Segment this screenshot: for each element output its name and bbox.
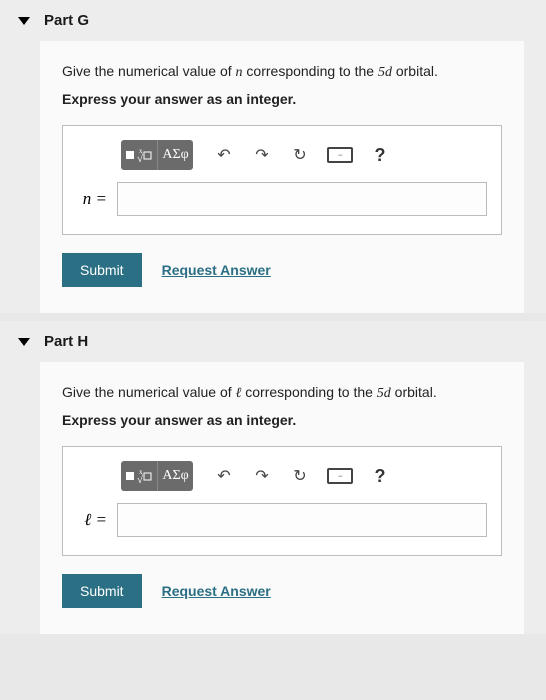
greek-symbols-button[interactable]: ΑΣφ (157, 461, 193, 491)
format-group: x√ ΑΣφ (121, 140, 193, 170)
answer-input[interactable] (117, 182, 487, 216)
svg-text:√: √ (137, 474, 144, 486)
answer-box: x√ ΑΣφ ↶ ↷ ↻ ∙∙∙∙ ? ℓ = (62, 446, 502, 556)
keyboard-icon[interactable]: ∙∙∙∙ (321, 461, 359, 491)
question-prompt: Give the numerical value of n correspond… (62, 63, 502, 81)
part-title: Part G (44, 12, 89, 29)
part-content: Give the numerical value of ℓ correspond… (40, 362, 524, 634)
template-icon[interactable]: x√ (121, 461, 157, 491)
caret-down-icon (18, 17, 30, 25)
reset-icon[interactable]: ↻ (283, 140, 317, 170)
part-content: Give the numerical value of n correspond… (40, 41, 524, 313)
format-group: x√ ΑΣφ (121, 461, 193, 491)
undo-icon[interactable]: ↶ (207, 461, 241, 491)
caret-down-icon (18, 338, 30, 346)
part-title: Part H (44, 333, 88, 350)
undo-icon[interactable]: ↶ (207, 140, 241, 170)
input-row: ℓ = (77, 503, 487, 537)
action-row: Submit Request Answer (62, 574, 502, 608)
formula-toolbar: x√ ΑΣφ ↶ ↷ ↻ ∙∙∙∙ ? (121, 461, 487, 491)
question-prompt: Give the numerical value of ℓ correspond… (62, 384, 502, 402)
svg-text:√: √ (137, 153, 144, 165)
instruction-text: Express your answer as an integer. (62, 91, 502, 107)
action-row: Submit Request Answer (62, 253, 502, 287)
formula-toolbar: x√ ΑΣφ ↶ ↷ ↻ ∙∙∙∙ ? (121, 140, 487, 170)
part-header[interactable]: Part G (0, 0, 546, 41)
help-icon[interactable]: ? (363, 461, 397, 491)
variable-label: n = (77, 189, 107, 209)
submit-button[interactable]: Submit (62, 253, 142, 287)
request-answer-link[interactable]: Request Answer (162, 262, 271, 278)
template-icon[interactable]: x√ (121, 140, 157, 170)
request-answer-link[interactable]: Request Answer (162, 583, 271, 599)
reset-icon[interactable]: ↻ (283, 461, 317, 491)
keyboard-icon[interactable]: ∙∙∙∙ (321, 140, 359, 170)
input-row: n = (77, 182, 487, 216)
redo-icon[interactable]: ↷ (245, 461, 279, 491)
part-h-section: Part H Give the numerical value of ℓ cor… (0, 321, 546, 634)
instruction-text: Express your answer as an integer. (62, 412, 502, 428)
submit-button[interactable]: Submit (62, 574, 142, 608)
help-icon[interactable]: ? (363, 140, 397, 170)
answer-input[interactable] (117, 503, 487, 537)
part-g-section: Part G Give the numerical value of n cor… (0, 0, 546, 313)
answer-box: x√ ΑΣφ ↶ ↷ ↻ ∙∙∙∙ ? n = (62, 125, 502, 235)
greek-symbols-button[interactable]: ΑΣφ (157, 140, 193, 170)
part-header[interactable]: Part H (0, 321, 546, 362)
redo-icon[interactable]: ↷ (245, 140, 279, 170)
variable-label: ℓ = (77, 510, 107, 530)
